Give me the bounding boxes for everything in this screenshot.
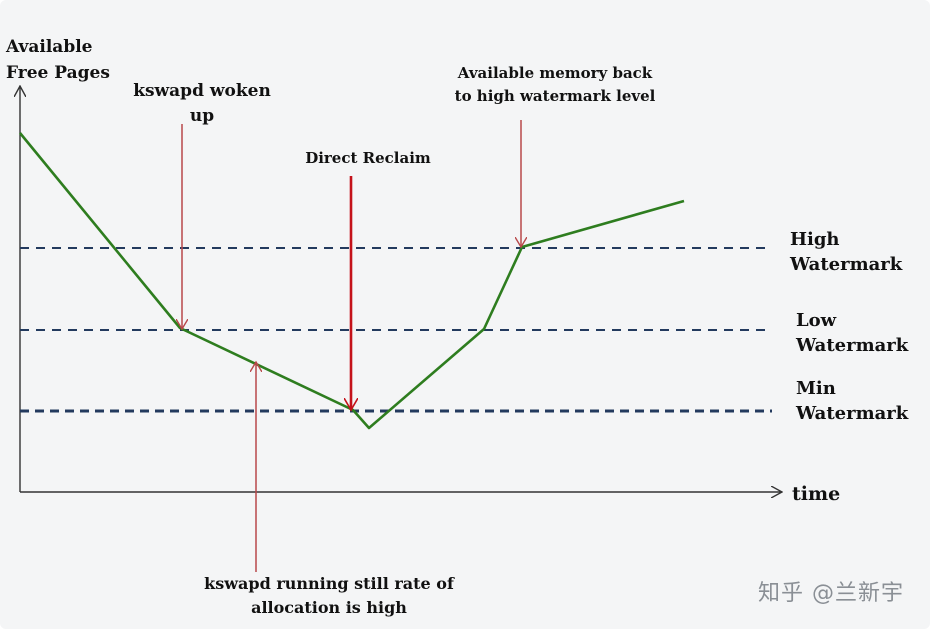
direct-reclaim-label: Direct Reclaim — [305, 149, 431, 167]
low-watermark-label-line2: Watermark — [795, 335, 909, 356]
y-axis-label-line1: Available — [5, 37, 93, 57]
kswapd-running-label-line1: kswapd running still rate of — [204, 574, 455, 593]
back-to-high-label-line1: Available memory back — [457, 64, 653, 82]
high-watermark-label-line2: Watermark — [789, 254, 903, 275]
back-to-high-label-line2: to high watermark level — [455, 87, 656, 105]
kswapd-woken-label-line2: up — [190, 106, 214, 126]
kswapd-running-label-line2: allocation is high — [251, 598, 407, 617]
high-watermark-label-line1: High — [790, 229, 840, 250]
kswapd-woken-label-line1: kswapd woken — [133, 81, 271, 101]
zhihu-watermark: 知乎 @兰新宇 — [758, 581, 904, 606]
min-watermark-label-line1: Min — [796, 378, 836, 399]
y-axis-label-line2: Free Pages — [6, 63, 110, 83]
x-axis-label: time — [792, 483, 840, 505]
min-watermark-label-line2: Watermark — [795, 403, 909, 424]
low-watermark-label-line1: Low — [796, 310, 837, 331]
